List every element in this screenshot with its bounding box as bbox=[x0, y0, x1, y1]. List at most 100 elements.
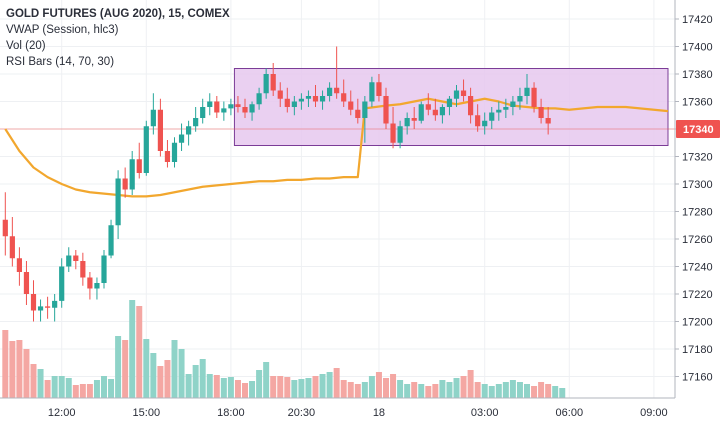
candle bbox=[341, 79, 347, 107]
symbol-title[interactable]: GOLD FUTURES (AUG 2020), 15, COMEX bbox=[6, 8, 230, 20]
candle-body bbox=[524, 87, 530, 96]
candle bbox=[228, 98, 234, 116]
candle-body bbox=[207, 101, 213, 107]
candle-body bbox=[101, 255, 107, 283]
volume-bar bbox=[23, 349, 30, 398]
candle bbox=[9, 217, 15, 267]
price-tick-label: 17220 bbox=[682, 289, 713, 301]
candle-body bbox=[136, 159, 142, 173]
candle bbox=[439, 104, 445, 124]
price-tick-label: 17300 bbox=[682, 179, 713, 191]
candle-body bbox=[270, 74, 276, 91]
candle bbox=[2, 192, 8, 256]
time-tick-label: 03:00 bbox=[471, 407, 499, 419]
volume-bar bbox=[51, 376, 58, 398]
volume-bar bbox=[58, 376, 65, 398]
volume-bar bbox=[312, 376, 319, 398]
price-tick-label: 17400 bbox=[682, 42, 713, 54]
price-tick-label: 17280 bbox=[682, 207, 713, 219]
candle-body bbox=[397, 126, 403, 143]
candle bbox=[101, 250, 107, 289]
volume-bar bbox=[552, 386, 559, 398]
volume-bar bbox=[72, 385, 79, 398]
volume-bar bbox=[284, 377, 291, 398]
candle bbox=[482, 112, 488, 135]
volume-bar bbox=[460, 376, 467, 398]
volume-bar bbox=[467, 370, 474, 398]
candle bbox=[207, 93, 213, 116]
candle bbox=[73, 250, 79, 270]
volume-bar bbox=[16, 340, 23, 398]
indicator-volume[interactable]: Vol (20) bbox=[6, 40, 46, 52]
candle bbox=[16, 247, 22, 286]
candle bbox=[193, 107, 199, 132]
candle-body bbox=[164, 151, 171, 162]
time-tick-label: 06:00 bbox=[556, 407, 584, 419]
candle-body bbox=[531, 87, 537, 107]
candle-body bbox=[545, 118, 551, 124]
volume-bars bbox=[2, 300, 566, 398]
volume-bar bbox=[9, 341, 16, 398]
price-tick-label: 17180 bbox=[682, 344, 713, 356]
candle-body bbox=[517, 96, 523, 102]
volume-bar bbox=[2, 330, 9, 398]
volume-bar bbox=[432, 384, 439, 398]
volume-bar bbox=[256, 370, 263, 398]
candle bbox=[178, 123, 185, 151]
price-tick-label: 17380 bbox=[682, 69, 713, 81]
candle bbox=[80, 252, 86, 286]
candle bbox=[348, 90, 354, 116]
candle-body bbox=[178, 134, 185, 143]
candle-body bbox=[228, 104, 234, 109]
volume-bar bbox=[86, 384, 93, 398]
current-price-label: 17340 bbox=[683, 124, 714, 136]
price-tick-label: 17160 bbox=[682, 372, 713, 384]
volume-bar bbox=[347, 382, 354, 398]
candle-body bbox=[2, 219, 8, 237]
candle bbox=[383, 87, 389, 129]
volume-bar bbox=[270, 376, 277, 398]
candle-body bbox=[334, 87, 340, 94]
candle bbox=[496, 101, 502, 121]
volume-bar bbox=[79, 384, 86, 398]
candle bbox=[235, 96, 241, 113]
volume-bar bbox=[185, 374, 192, 398]
volume-bar bbox=[340, 380, 347, 398]
volume-bar bbox=[509, 380, 516, 398]
volume-bar bbox=[220, 378, 227, 398]
candle-body bbox=[298, 98, 304, 102]
candle bbox=[23, 261, 30, 305]
candle-body bbox=[73, 255, 79, 261]
candle bbox=[397, 120, 403, 149]
candle-body bbox=[404, 118, 410, 127]
volume-bar bbox=[129, 300, 136, 398]
price-tick-label: 17420 bbox=[682, 14, 713, 26]
volume-bar bbox=[305, 378, 312, 398]
volume-bar bbox=[397, 380, 404, 398]
indicator-rsi-bars[interactable]: RSI Bars (14, 70, 30) bbox=[6, 56, 115, 68]
volume-bar bbox=[37, 369, 44, 398]
candle-body bbox=[66, 255, 72, 267]
candle bbox=[256, 87, 262, 110]
candle-body bbox=[305, 96, 312, 99]
candle-body bbox=[52, 300, 58, 308]
candle bbox=[143, 120, 149, 176]
candle-body bbox=[453, 90, 460, 99]
volume-bar bbox=[171, 340, 178, 398]
candle bbox=[52, 294, 58, 322]
volume-bar bbox=[206, 374, 213, 398]
candle-body bbox=[468, 96, 474, 116]
volume-bar bbox=[319, 374, 326, 398]
candle bbox=[108, 219, 114, 259]
candle-body bbox=[94, 283, 100, 289]
candle-body bbox=[538, 107, 544, 118]
candle-body bbox=[510, 101, 516, 107]
indicator-vwap[interactable]: VWAP (Session, hlc3) bbox=[6, 24, 119, 36]
candle bbox=[545, 107, 551, 135]
candle-body bbox=[503, 107, 509, 110]
volume-bar bbox=[157, 366, 164, 398]
time-axis bbox=[0, 398, 720, 425]
volume-bar bbox=[101, 376, 107, 398]
price-tick-label: 17360 bbox=[682, 97, 713, 109]
